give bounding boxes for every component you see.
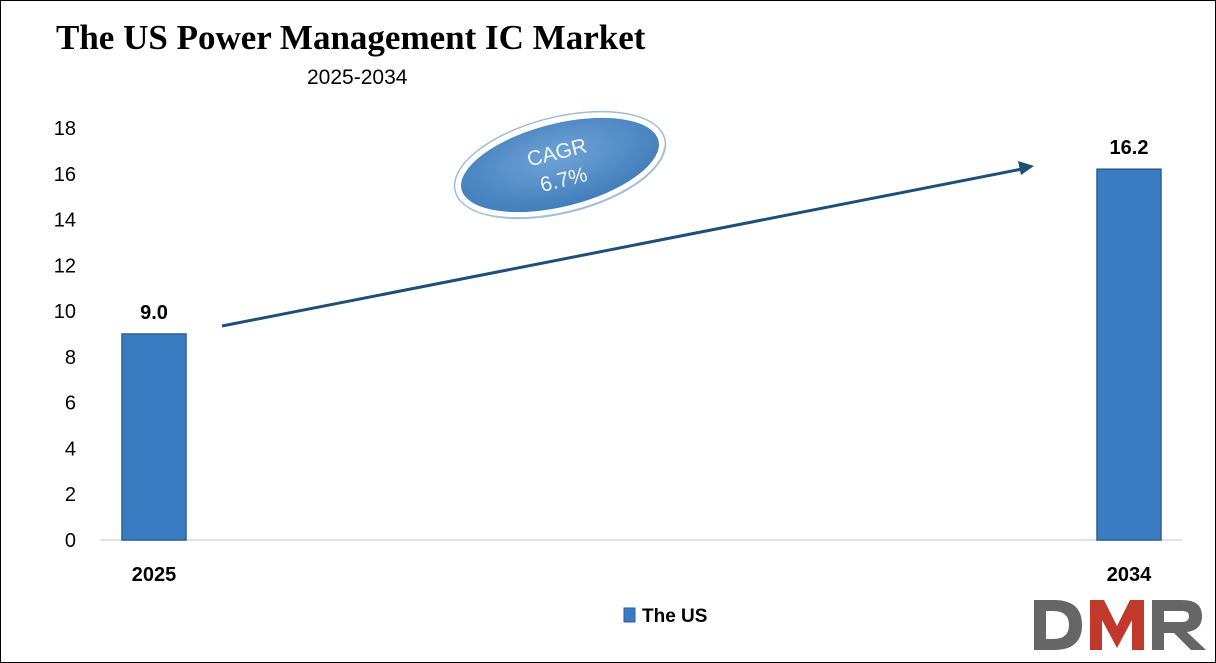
y-tick-label: 4 xyxy=(65,438,76,460)
y-tick-label: 12 xyxy=(54,255,76,277)
growth-arrow-head xyxy=(1018,161,1034,175)
y-tick-label: 2 xyxy=(65,484,76,506)
bar-2034 xyxy=(1096,168,1162,541)
legend: The US xyxy=(623,606,707,627)
y-tick-label: 6 xyxy=(65,393,76,415)
x-tick-label-2034: 2034 xyxy=(1107,564,1152,586)
bar-2025 xyxy=(121,333,187,541)
y-tick-label: 8 xyxy=(65,347,76,369)
x-axis-labels: 2025 2034 xyxy=(132,564,1152,586)
logo-letter-m xyxy=(1090,600,1144,650)
chart-subtitle: 2025-2034 xyxy=(307,66,408,89)
cagr-badge: CAGR 6.7% xyxy=(453,110,667,220)
y-tick-label: 16 xyxy=(54,164,76,186)
y-tick-label: 10 xyxy=(54,301,76,323)
logo-letter-d xyxy=(1034,600,1082,650)
y-tick-label: 18 xyxy=(54,118,76,140)
chart-title: The US Power Management IC Market xyxy=(56,18,646,57)
logo-letter-r xyxy=(1152,600,1206,650)
y-axis-ticks: 0 2 4 6 8 10 12 14 16 18 xyxy=(54,118,76,552)
data-label-2025: 9.0 xyxy=(140,302,168,324)
y-tick-label: 14 xyxy=(54,210,76,232)
legend-label: The US xyxy=(642,606,707,627)
legend-swatch xyxy=(623,607,636,623)
bars-group: 9.0 16.2 xyxy=(121,137,1162,541)
y-tick-label: 0 xyxy=(65,530,76,552)
data-label-2034: 16.2 xyxy=(1110,137,1149,159)
growth-arrow xyxy=(221,167,1023,328)
dmr-logo xyxy=(1034,600,1206,650)
x-tick-label-2025: 2025 xyxy=(132,564,177,586)
